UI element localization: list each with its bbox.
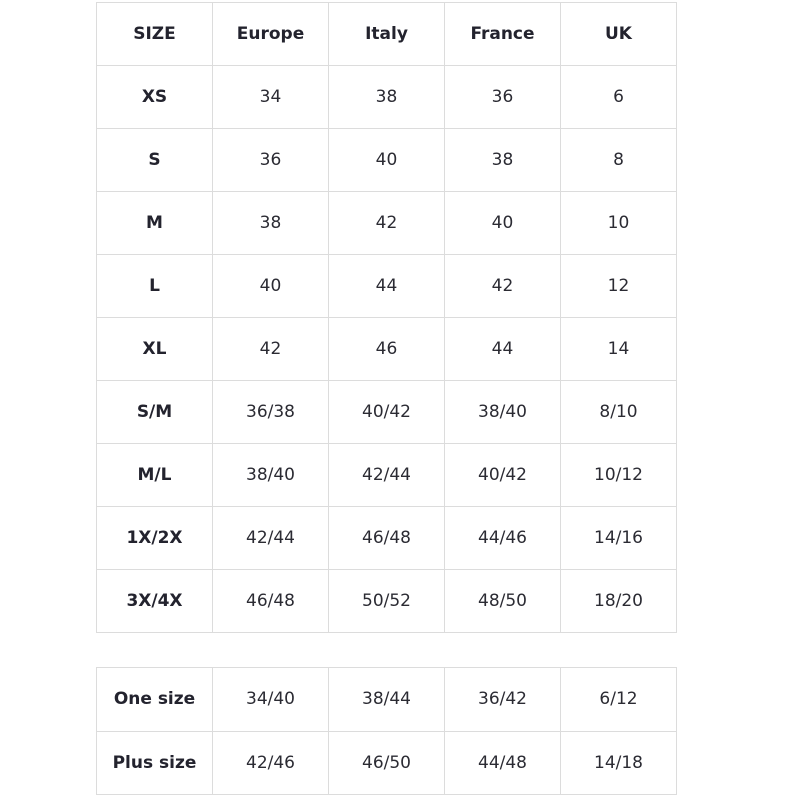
size-value-cell: 42 xyxy=(328,191,445,255)
size-label-cell: XL xyxy=(96,317,213,381)
column-header: UK xyxy=(560,2,677,66)
size-label-cell: S/M xyxy=(96,380,213,444)
size-chart-table: SIZE Europe Italy France UK XS 34 38 36 6 S 36 40 38 8… xyxy=(96,2,677,633)
column-header: SIZE xyxy=(96,2,213,66)
size-label-cell: M xyxy=(96,191,213,255)
header-row: SIZE Europe Italy France UK xyxy=(96,2,677,66)
size-value-cell: 38 xyxy=(444,128,561,192)
size-value-cell: 14/18 xyxy=(560,730,677,795)
table-row: Plus size 42/46 46/50 44/48 14/18 xyxy=(96,730,677,795)
size-label-cell: One size xyxy=(96,667,213,732)
size-value-cell: 10 xyxy=(560,191,677,255)
size-value-cell: 14/16 xyxy=(560,506,677,570)
one-plus-size-table: One size 34/40 38/44 36/42 6/12 Plus size 42/4… xyxy=(96,667,677,795)
column-header: France xyxy=(444,2,561,66)
size-value-cell: 34/40 xyxy=(212,667,329,732)
table-row: 1X/2X 42/44 46/48 44/46 14/16 xyxy=(96,506,677,570)
table-row: XL 42 46 44 14 xyxy=(96,317,677,381)
column-header: Italy xyxy=(328,2,445,66)
size-value-cell: 38 xyxy=(328,65,445,129)
size-value-cell: 36/38 xyxy=(212,380,329,444)
table-row: M 38 42 40 10 xyxy=(96,191,677,255)
size-value-cell: 36/42 xyxy=(444,667,561,732)
size-value-cell: 10/12 xyxy=(560,443,677,507)
size-value-cell: 12 xyxy=(560,254,677,318)
size-label-cell: Plus size xyxy=(96,730,213,795)
size-value-cell: 36 xyxy=(444,65,561,129)
size-value-cell: 42 xyxy=(444,254,561,318)
table-row: L 40 44 42 12 xyxy=(96,254,677,318)
size-value-cell: 46 xyxy=(328,317,445,381)
size-value-cell: 46/48 xyxy=(328,506,445,570)
size-value-cell: 18/20 xyxy=(560,569,677,633)
size-value-cell: 44 xyxy=(328,254,445,318)
table-row: XS 34 38 36 6 xyxy=(96,65,677,129)
size-value-cell: 6/12 xyxy=(560,667,677,732)
size-label-cell: XS xyxy=(96,65,213,129)
size-value-cell: 40 xyxy=(444,191,561,255)
size-value-cell: 8 xyxy=(560,128,677,192)
size-value-cell: 14 xyxy=(560,317,677,381)
size-value-cell: 38/40 xyxy=(444,380,561,444)
size-label-cell: L xyxy=(96,254,213,318)
size-value-cell: 46/50 xyxy=(328,730,445,795)
size-value-cell: 46/48 xyxy=(212,569,329,633)
table-row: S 36 40 38 8 xyxy=(96,128,677,192)
size-value-cell: 40/42 xyxy=(328,380,445,444)
size-value-cell: 44/48 xyxy=(444,730,561,795)
size-label-cell: 3X/4X xyxy=(96,569,213,633)
size-value-cell: 38/44 xyxy=(328,667,445,732)
size-value-cell: 44/46 xyxy=(444,506,561,570)
size-value-cell: 8/10 xyxy=(560,380,677,444)
size-value-cell: 40 xyxy=(212,254,329,318)
column-header: Europe xyxy=(212,2,329,66)
size-label-cell: S xyxy=(96,128,213,192)
table-row: 3X/4X 46/48 50/52 48/50 18/20 xyxy=(96,569,677,633)
size-value-cell: 42/46 xyxy=(212,730,329,795)
size-value-cell: 42 xyxy=(212,317,329,381)
size-value-cell: 42/44 xyxy=(328,443,445,507)
size-label-cell: 1X/2X xyxy=(96,506,213,570)
size-value-cell: 48/50 xyxy=(444,569,561,633)
size-value-cell: 34 xyxy=(212,65,329,129)
size-value-cell: 36 xyxy=(212,128,329,192)
table-row: One size 34/40 38/44 36/42 6/12 xyxy=(96,667,677,732)
size-label-cell: M/L xyxy=(96,443,213,507)
size-value-cell: 40/42 xyxy=(444,443,561,507)
size-value-cell: 38/40 xyxy=(212,443,329,507)
size-value-cell: 40 xyxy=(328,128,445,192)
size-value-cell: 38 xyxy=(212,191,329,255)
size-value-cell: 44 xyxy=(444,317,561,381)
size-value-cell: 42/44 xyxy=(212,506,329,570)
size-value-cell: 50/52 xyxy=(328,569,445,633)
table-row: M/L 38/40 42/44 40/42 10/12 xyxy=(96,443,677,507)
size-value-cell: 6 xyxy=(560,65,677,129)
table-row: S/M 36/38 40/42 38/40 8/10 xyxy=(96,380,677,444)
